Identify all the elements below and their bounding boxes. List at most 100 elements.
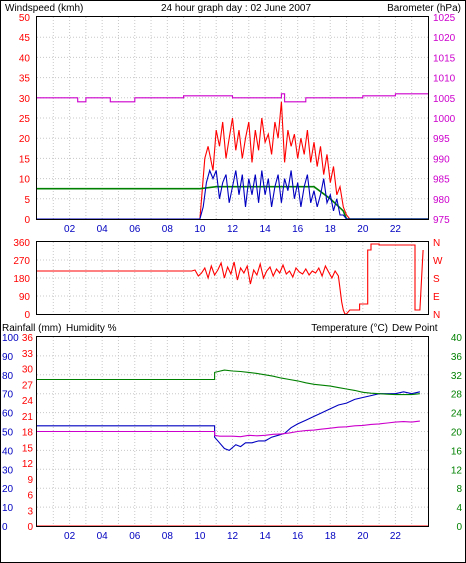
- humidity-tick-label: 100: [2, 333, 19, 344]
- temperature-axis-label: Temperature (°C): [311, 323, 388, 334]
- compass-tick-label: N: [433, 310, 440, 321]
- direction-tick-label: 180: [13, 274, 30, 285]
- humidity-tick-label: 0: [2, 522, 8, 533]
- temperature-series-line: [37, 369, 420, 396]
- wind-tick-label: 20: [19, 134, 31, 145]
- barometer-tick-label: 1015: [433, 53, 456, 64]
- dewpoint-series-line: [37, 420, 420, 438]
- barometer-tick-label: 1000: [433, 114, 456, 125]
- rainfall-tick-label: 27: [22, 380, 34, 391]
- temperature-tick-label: 32: [451, 371, 463, 382]
- wind-axis-label: Windspeed (kmh): [5, 3, 83, 14]
- x-tick-label: 16: [292, 224, 304, 235]
- wind-tick-label: 30: [19, 94, 31, 105]
- compass-tick-label: E: [433, 292, 440, 303]
- temperature-tick-label: 12: [451, 465, 463, 476]
- wind-tick-label: 35: [19, 74, 31, 85]
- compass-tick-label: W: [433, 256, 443, 267]
- panel-2-series: [37, 243, 424, 315]
- barometer-tick-label: 980: [433, 195, 450, 206]
- humidity-tick-label: 70: [2, 390, 14, 401]
- barometer-tick-label: 1025: [433, 13, 456, 24]
- wind-tick-label: 45: [19, 33, 31, 44]
- x-tick-label: 20: [357, 531, 369, 542]
- wind-tick-label: 5: [24, 195, 30, 206]
- gust-series-line: [37, 101, 428, 220]
- rainfall-tick-label: 21: [22, 412, 34, 423]
- direction-tick-label: 0: [24, 310, 30, 321]
- barometer-tick-label: 975: [433, 215, 450, 226]
- compass-tick-label: S: [433, 274, 440, 285]
- direction-tick-label: 90: [19, 292, 31, 303]
- rainfall-tick-label: 15: [22, 443, 34, 454]
- panel-3-ticks: 0369121518212427303336010203040506070809…: [2, 333, 462, 542]
- wind-tick-label: 50: [19, 13, 31, 24]
- x-tick-label: 12: [227, 224, 239, 235]
- rainfall-tick-label: 24: [22, 396, 34, 407]
- panel-1-ticks: 0510152025303540455097598098599099510001…: [19, 13, 456, 235]
- x-tick-label: 18: [325, 531, 337, 542]
- temperature-tick-label: 16: [451, 446, 463, 457]
- pressure-series-line: [37, 93, 428, 103]
- rainfall-tick-label: 36: [22, 333, 34, 344]
- x-tick-label: 08: [162, 531, 174, 542]
- panel-3-grid: [37, 337, 428, 526]
- x-tick-label: 12: [227, 531, 239, 542]
- barometer-tick-label: 1010: [433, 74, 456, 85]
- humidity-axis-label: Humidity %: [66, 323, 117, 334]
- x-tick-label: 06: [129, 224, 141, 235]
- humidity-tick-label: 40: [2, 446, 14, 457]
- temperature-tick-label: 8: [456, 484, 462, 495]
- barometer-tick-label: 985: [433, 175, 450, 186]
- panel-2-grid: [37, 242, 428, 314]
- x-tick-label: 20: [357, 224, 369, 235]
- wind-tick-label: 10: [19, 175, 31, 186]
- chart-title: 24 hour graph day : 02 June 2007: [161, 3, 312, 14]
- humidity-tick-label: 90: [2, 352, 14, 363]
- barometer-axis-label: Barometer (hPa): [387, 3, 461, 14]
- x-tick-label: 04: [97, 531, 109, 542]
- x-tick-label: 10: [194, 531, 206, 542]
- x-tick-label: 06: [129, 531, 141, 542]
- barometer-tick-label: 995: [433, 134, 450, 145]
- panel-3-frame: [36, 336, 429, 527]
- rainfall-tick-label: 6: [27, 491, 33, 502]
- direction-tick-label: 270: [13, 256, 30, 267]
- temperature-tick-label: 20: [451, 428, 463, 439]
- direction-series-line: [37, 243, 424, 315]
- x-tick-label: 22: [390, 224, 402, 235]
- direction-tick-label: 360: [13, 238, 30, 249]
- temperature-tick-label: 24: [451, 409, 463, 420]
- humidity-tick-label: 80: [2, 371, 14, 382]
- x-tick-label: 08: [162, 224, 174, 235]
- dewpoint-axis-label: Dew Point: [392, 323, 438, 334]
- barometer-tick-label: 1020: [433, 33, 456, 44]
- x-tick-label: 04: [97, 224, 109, 235]
- x-tick-label: 02: [64, 224, 76, 235]
- x-tick-label: 22: [390, 531, 402, 542]
- wind-tick-label: 25: [19, 114, 31, 125]
- rainfall-tick-label: 33: [22, 349, 34, 360]
- wind-tick-label: 15: [19, 154, 31, 165]
- barometer-tick-label: 1005: [433, 94, 456, 105]
- rainfall-tick-label: 18: [22, 428, 34, 439]
- temperature-tick-label: 40: [451, 333, 463, 344]
- temperature-tick-label: 36: [451, 352, 463, 363]
- panel-2-frame: [36, 241, 429, 315]
- x-tick-label: 16: [292, 531, 304, 542]
- temperature-tick-label: 0: [456, 522, 462, 533]
- average-series-line: [37, 185, 428, 220]
- x-tick-label: 10: [194, 224, 206, 235]
- rainfall-tick-label: 30: [22, 365, 34, 376]
- rainfall-tick-label: 12: [22, 459, 34, 470]
- panel-1-frame: [36, 16, 429, 220]
- rainfall-axis-label: Rainfall (mm): [2, 323, 61, 334]
- wind-tick-label: 40: [19, 53, 31, 64]
- humidity-tick-label: 30: [2, 465, 14, 476]
- x-tick-label: 18: [325, 224, 337, 235]
- temperature-tick-label: 4: [456, 503, 462, 514]
- humidity-tick-label: 20: [2, 484, 14, 495]
- x-tick-label: 14: [260, 531, 272, 542]
